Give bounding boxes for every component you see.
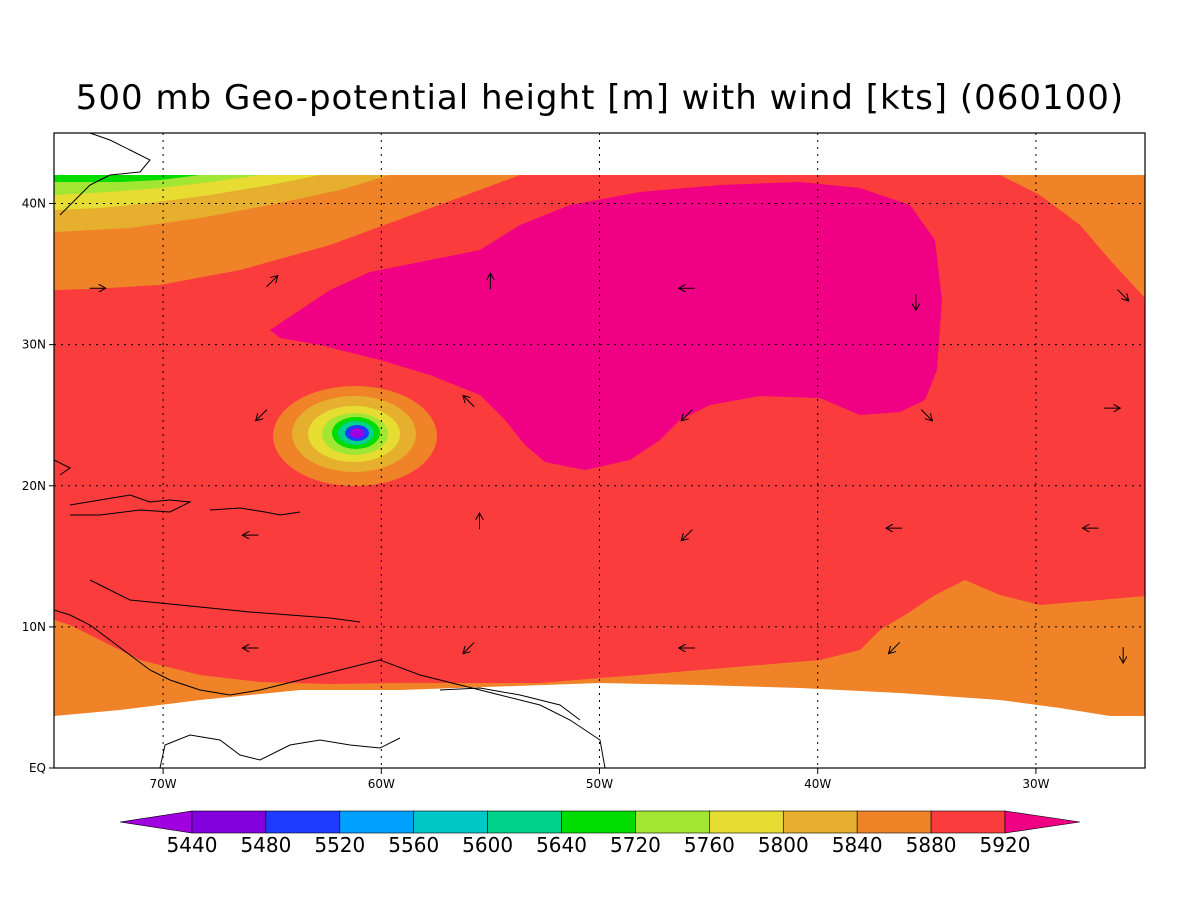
wind-arrow: [463, 396, 475, 408]
y-tick-label: 30N: [22, 338, 46, 352]
y-axis: EQ 10N 20N 30N 40N: [22, 197, 54, 775]
wind-arrow: [266, 276, 278, 288]
wind-vectors: [89, 273, 1129, 663]
colorbar-box: [782, 810, 858, 834]
x-tick-label: 70W: [150, 777, 177, 791]
colorbar-high-arrow: [1004, 810, 1081, 834]
wind-arrow: [463, 642, 475, 653]
colorbar-box: [930, 810, 1006, 834]
colorbar-level-label: 5880: [906, 833, 957, 857]
colorbar-level-label: 5600: [462, 833, 513, 857]
wind-arrow: [256, 409, 268, 421]
wind-arrow: [888, 642, 901, 653]
colorbar-level-label: 5640: [536, 833, 587, 857]
colorbar-box: [265, 810, 341, 834]
coastlines: [54, 133, 606, 768]
colorbar-level-label: 5840: [832, 833, 883, 857]
colorbar-level-label: 5920: [980, 833, 1031, 857]
colorbar: 5440 5480 5520 5560 5600 5640 5720 5760 5800 5840…: [119, 810, 1081, 857]
colorbar-box: [191, 810, 267, 834]
colorbar-box: [339, 810, 415, 834]
chart-title: 500 mb Geo-potential height [m] with win…: [75, 78, 1125, 118]
colorbar-level-label: 5560: [388, 833, 439, 857]
y-tick-label: EQ: [29, 761, 46, 775]
y-tick-label: 10N: [22, 620, 46, 634]
colorbar-box: [856, 810, 932, 834]
colorbar-box: [709, 810, 784, 834]
wind-arrow: [920, 409, 932, 421]
colorbar-low-arrow: [119, 810, 193, 834]
x-tick-label: 60W: [368, 777, 395, 791]
wind-arrow: [681, 409, 693, 421]
colorbar-level-label: 5480: [240, 833, 291, 857]
wind-arrow: [1117, 289, 1129, 301]
contour-high-magenta: [270, 182, 942, 470]
colorbar-level-label: 5520: [314, 833, 365, 857]
colorbar-box: [413, 810, 488, 834]
x-tick-label: 50W: [586, 777, 613, 791]
wind-arrow: [681, 529, 693, 541]
colorbar-level-label: 5760: [684, 833, 735, 857]
x-tick-label: 40W: [804, 777, 831, 791]
colorbar-level-label: 5720: [610, 833, 661, 857]
colorbar-level-label: 5440: [167, 833, 218, 857]
y-tick-label: 40N: [22, 197, 46, 211]
plot-area: [54, 133, 1145, 768]
colorbar-box: [635, 810, 710, 834]
x-axis: 70W 60W 50W 40W 30W: [150, 768, 1050, 791]
colorbar-box: [561, 810, 636, 834]
x-tick-label: 30W: [1022, 777, 1049, 791]
colorbar-level-label: 5800: [758, 833, 809, 857]
colorbar-box: [487, 810, 562, 834]
gridlines: [54, 133, 1145, 768]
cyclone-low: [273, 386, 437, 486]
y-tick-label: 20N: [22, 479, 46, 493]
